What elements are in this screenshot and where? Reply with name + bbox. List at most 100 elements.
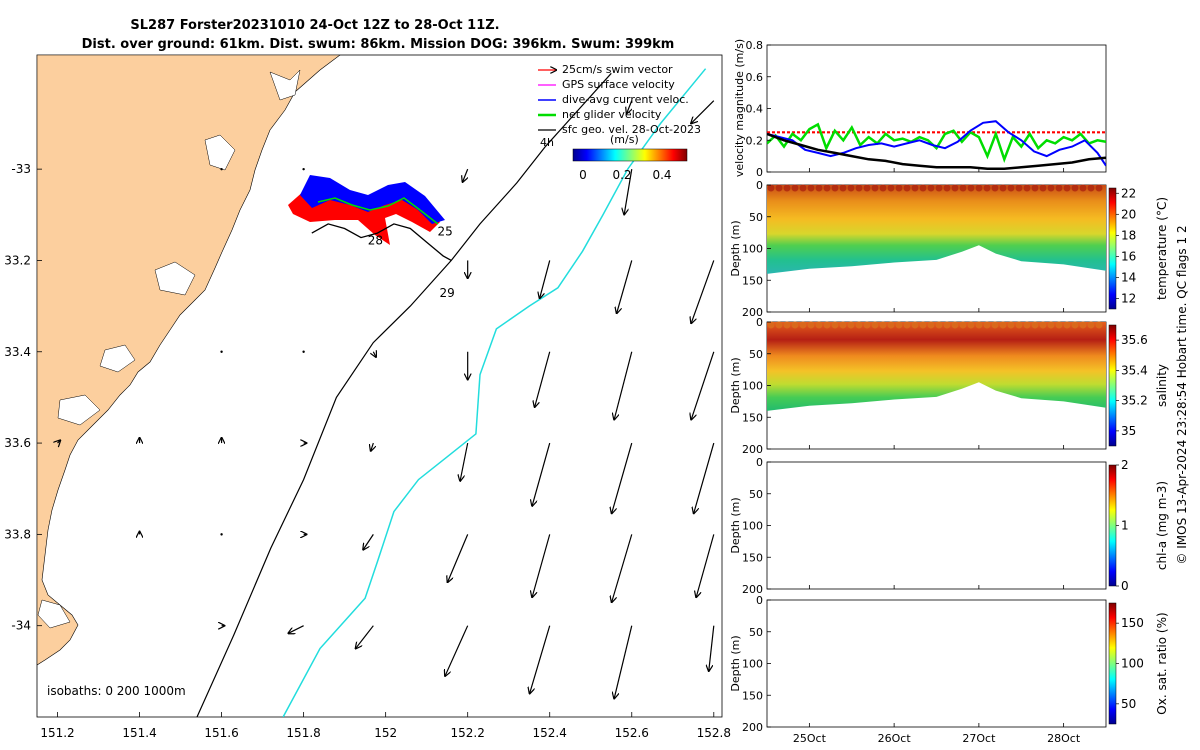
salinity-colorbar bbox=[1108, 324, 1117, 447]
map-ytick-label-5: -34 bbox=[11, 619, 31, 633]
salinity-profile-cap-14 bbox=[879, 321, 887, 329]
coast-inlet-6 bbox=[37, 599, 71, 629]
oxygen-cbtick-label-0: 50 bbox=[1121, 697, 1136, 711]
chla-ytick-label-0: 0 bbox=[756, 456, 763, 469]
map-xtick-label-4: 152 bbox=[374, 726, 397, 740]
geo-vector-21 bbox=[448, 534, 469, 582]
velocity-series-0 bbox=[767, 122, 1106, 164]
temperature-cbtick-label-0: 12 bbox=[1121, 291, 1136, 305]
oxygen-ytick-label-2: 100 bbox=[742, 658, 763, 671]
swim-vector-band bbox=[288, 188, 440, 245]
salinity-profile-cap-16 bbox=[895, 321, 903, 329]
temperature-profile-cap-39 bbox=[1079, 184, 1087, 192]
colorbar-unit: (m/s) bbox=[610, 133, 639, 146]
temperature-profile-cap-19 bbox=[919, 184, 927, 192]
temperature-profile-cap-24 bbox=[959, 184, 967, 192]
temperature-profile-cap-38 bbox=[1071, 184, 1079, 192]
salinity-profile-cap-41 bbox=[1095, 321, 1103, 329]
map-panel: 28 25 29 151.2 151.4 151.6 151.8 152 152.2 152.4… bbox=[4, 54, 731, 740]
salinity-profile-cap-13 bbox=[871, 321, 879, 329]
temperature-cbtick-label-3: 18 bbox=[1121, 228, 1136, 242]
salinity-profile-cap-19 bbox=[919, 321, 927, 329]
map-xtick-label-1: 151.4 bbox=[122, 726, 156, 740]
map-xtick-label-0: 151.2 bbox=[40, 726, 74, 740]
coast-inlet-3 bbox=[154, 261, 196, 296]
geo-vector-30 bbox=[617, 260, 633, 313]
temperature-profile-cap-32 bbox=[1023, 184, 1031, 192]
temperature-profile-cap-14 bbox=[879, 184, 887, 192]
credit-text: © IMOS 13-Apr-2024 23:28:54 Hobart time.… bbox=[1175, 225, 1189, 564]
map-xtick-label-2: 151.6 bbox=[204, 726, 238, 740]
temperature-profile-cap-1 bbox=[775, 184, 783, 192]
time-xtick-label-3: 28Oct bbox=[1047, 732, 1081, 745]
salinity-profile-cap-34 bbox=[1039, 321, 1047, 329]
salinity-ytick-label-0: 0 bbox=[756, 316, 763, 329]
salinity-profile-cap-7 bbox=[823, 321, 831, 329]
time-xtick-label-2: 27Oct bbox=[962, 732, 996, 745]
glider-track bbox=[311, 223, 452, 261]
temperature-profile-cap-10 bbox=[847, 184, 855, 192]
temperature-profile-cap-37 bbox=[1063, 184, 1071, 192]
salinity-profile-cap-39 bbox=[1079, 321, 1087, 329]
salinity-profile-cap-33 bbox=[1031, 321, 1039, 329]
temperature-profile-cap-35 bbox=[1047, 184, 1055, 192]
salinity-profile-cap-10 bbox=[847, 321, 855, 329]
geo-vector-29 bbox=[624, 169, 633, 214]
oxygen-ytick-label-4: 200 bbox=[742, 721, 763, 734]
temperature-profile-cap-16 bbox=[895, 184, 903, 192]
oxygen-cbtick-label-2: 150 bbox=[1121, 616, 1144, 630]
temperature-profile-cap-26 bbox=[975, 184, 983, 192]
day-label-0: 28 bbox=[368, 233, 383, 247]
title-line1: SL287 Forster20231010 24-Oct 12Z to 28-O… bbox=[130, 18, 499, 33]
geo-vector-16 bbox=[373, 352, 376, 357]
salinity-profile-cap-20 bbox=[927, 321, 935, 329]
velocity-ylabel: velocity magnitude (m/s) bbox=[733, 39, 746, 177]
salinity-profile-cap-18 bbox=[911, 321, 919, 329]
map-ytick-label-0: -33 bbox=[11, 162, 31, 176]
temperature-profile-cap-9 bbox=[839, 184, 847, 192]
map-ytick-label-2: 33.4 bbox=[4, 345, 31, 359]
geo-vector-38 bbox=[694, 442, 715, 513]
salinity-ytick-label-3: 150 bbox=[742, 411, 763, 424]
temperature-profile-cap-15 bbox=[887, 184, 895, 192]
geo-vector-4 bbox=[371, 442, 374, 451]
temperature-colorbar bbox=[1108, 187, 1117, 310]
salinity-profile-cap-22 bbox=[943, 321, 951, 329]
temperature-profile-cap-4 bbox=[799, 184, 807, 192]
chla-colorbar bbox=[1108, 464, 1117, 587]
legend-4h: 4h bbox=[540, 136, 554, 149]
geo-vector-6 bbox=[220, 533, 223, 536]
temperature-profile-cap-2 bbox=[783, 184, 791, 192]
temperature-profile-cap-31 bbox=[1015, 184, 1023, 192]
time-xtick-label-0: 25Oct bbox=[793, 732, 827, 745]
geo-vector-20 bbox=[460, 442, 469, 481]
salinity-profile-cap-3 bbox=[791, 321, 799, 329]
salinity-profile-cap-36 bbox=[1055, 321, 1063, 329]
legend-net-velocity: net glider velocity bbox=[562, 108, 662, 121]
chla-colorbar-label: chl-a (mg m-3) bbox=[1155, 481, 1169, 570]
geo-vector-17 bbox=[463, 168, 468, 182]
time-xtick-label-1: 26Oct bbox=[878, 732, 912, 745]
legend-gps-velocity: GPS surface velocity bbox=[562, 78, 675, 91]
salinity-profile-cap-25 bbox=[967, 321, 975, 329]
coast-inlet-5 bbox=[57, 394, 101, 426]
geo-vector-32 bbox=[612, 442, 633, 513]
geo-vector-39 bbox=[696, 534, 715, 597]
chla-cbtick-label-2: 2 bbox=[1121, 458, 1129, 472]
velocity-ytick-label-4: 0.8 bbox=[746, 39, 764, 52]
chla-ytick-label-3: 150 bbox=[742, 551, 763, 564]
temperature-panel: 0 50 100 150 200 Depth (m) 12 14 16 18 20 22 tempera… bbox=[729, 179, 1169, 319]
temperature-profile-cap-40 bbox=[1087, 184, 1095, 192]
geo-vector-37 bbox=[691, 351, 715, 420]
temperature-ylabel: Depth (m) bbox=[729, 220, 742, 276]
map-colorbar bbox=[572, 148, 688, 162]
map-colorbar-tick-1: 0.2 bbox=[612, 168, 631, 182]
temperature-profile-cap-28 bbox=[991, 184, 999, 192]
oxygen-ytick-label-1: 50 bbox=[749, 626, 763, 639]
temperature-field bbox=[767, 185, 1106, 274]
day-label-2: 29 bbox=[440, 286, 455, 300]
legend-geo-velocity: sfc geo. vel. 28-Oct-2023 bbox=[562, 123, 701, 136]
chla-ylabel: Depth (m) bbox=[729, 497, 742, 553]
geo-vector-24 bbox=[535, 351, 551, 407]
